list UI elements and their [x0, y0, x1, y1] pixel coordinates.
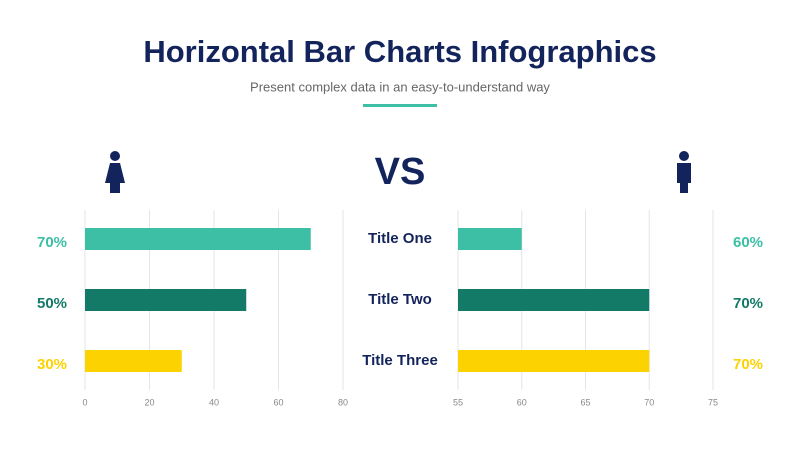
value-label: 70% [37, 234, 67, 251]
category-label: Title One [368, 230, 432, 247]
category-label: Title Three [362, 352, 438, 369]
female-icon [105, 151, 125, 193]
x-tick-label: 60 [273, 397, 283, 407]
x-tick-label: 55 [453, 397, 463, 407]
bar [458, 289, 650, 311]
x-tick-label: 75 [708, 397, 718, 407]
male-icon [677, 151, 691, 193]
bar [85, 289, 247, 311]
vs-label: VS [375, 151, 426, 193]
x-tick-label: 80 [338, 397, 348, 407]
value-label: 60% [733, 234, 763, 251]
value-label: 50% [37, 295, 67, 312]
x-tick-label: 65 [580, 397, 590, 407]
bar [458, 228, 522, 250]
value-label: 70% [733, 356, 763, 373]
x-tick-label: 70 [644, 397, 654, 407]
divider [363, 104, 437, 107]
x-tick-label: 60 [517, 397, 527, 407]
bar [458, 350, 650, 372]
category-label: Title Two [368, 291, 432, 308]
x-tick-label: 20 [144, 397, 154, 407]
title: Horizontal Bar Charts Infographics [143, 34, 656, 69]
bar [85, 228, 311, 250]
x-tick-label: 0 [82, 397, 87, 407]
x-tick-label: 40 [209, 397, 219, 407]
subtitle: Present complex data in an easy-to-under… [250, 79, 550, 94]
value-label: 70% [733, 295, 763, 312]
value-label: 30% [37, 356, 67, 373]
bar [85, 350, 182, 372]
